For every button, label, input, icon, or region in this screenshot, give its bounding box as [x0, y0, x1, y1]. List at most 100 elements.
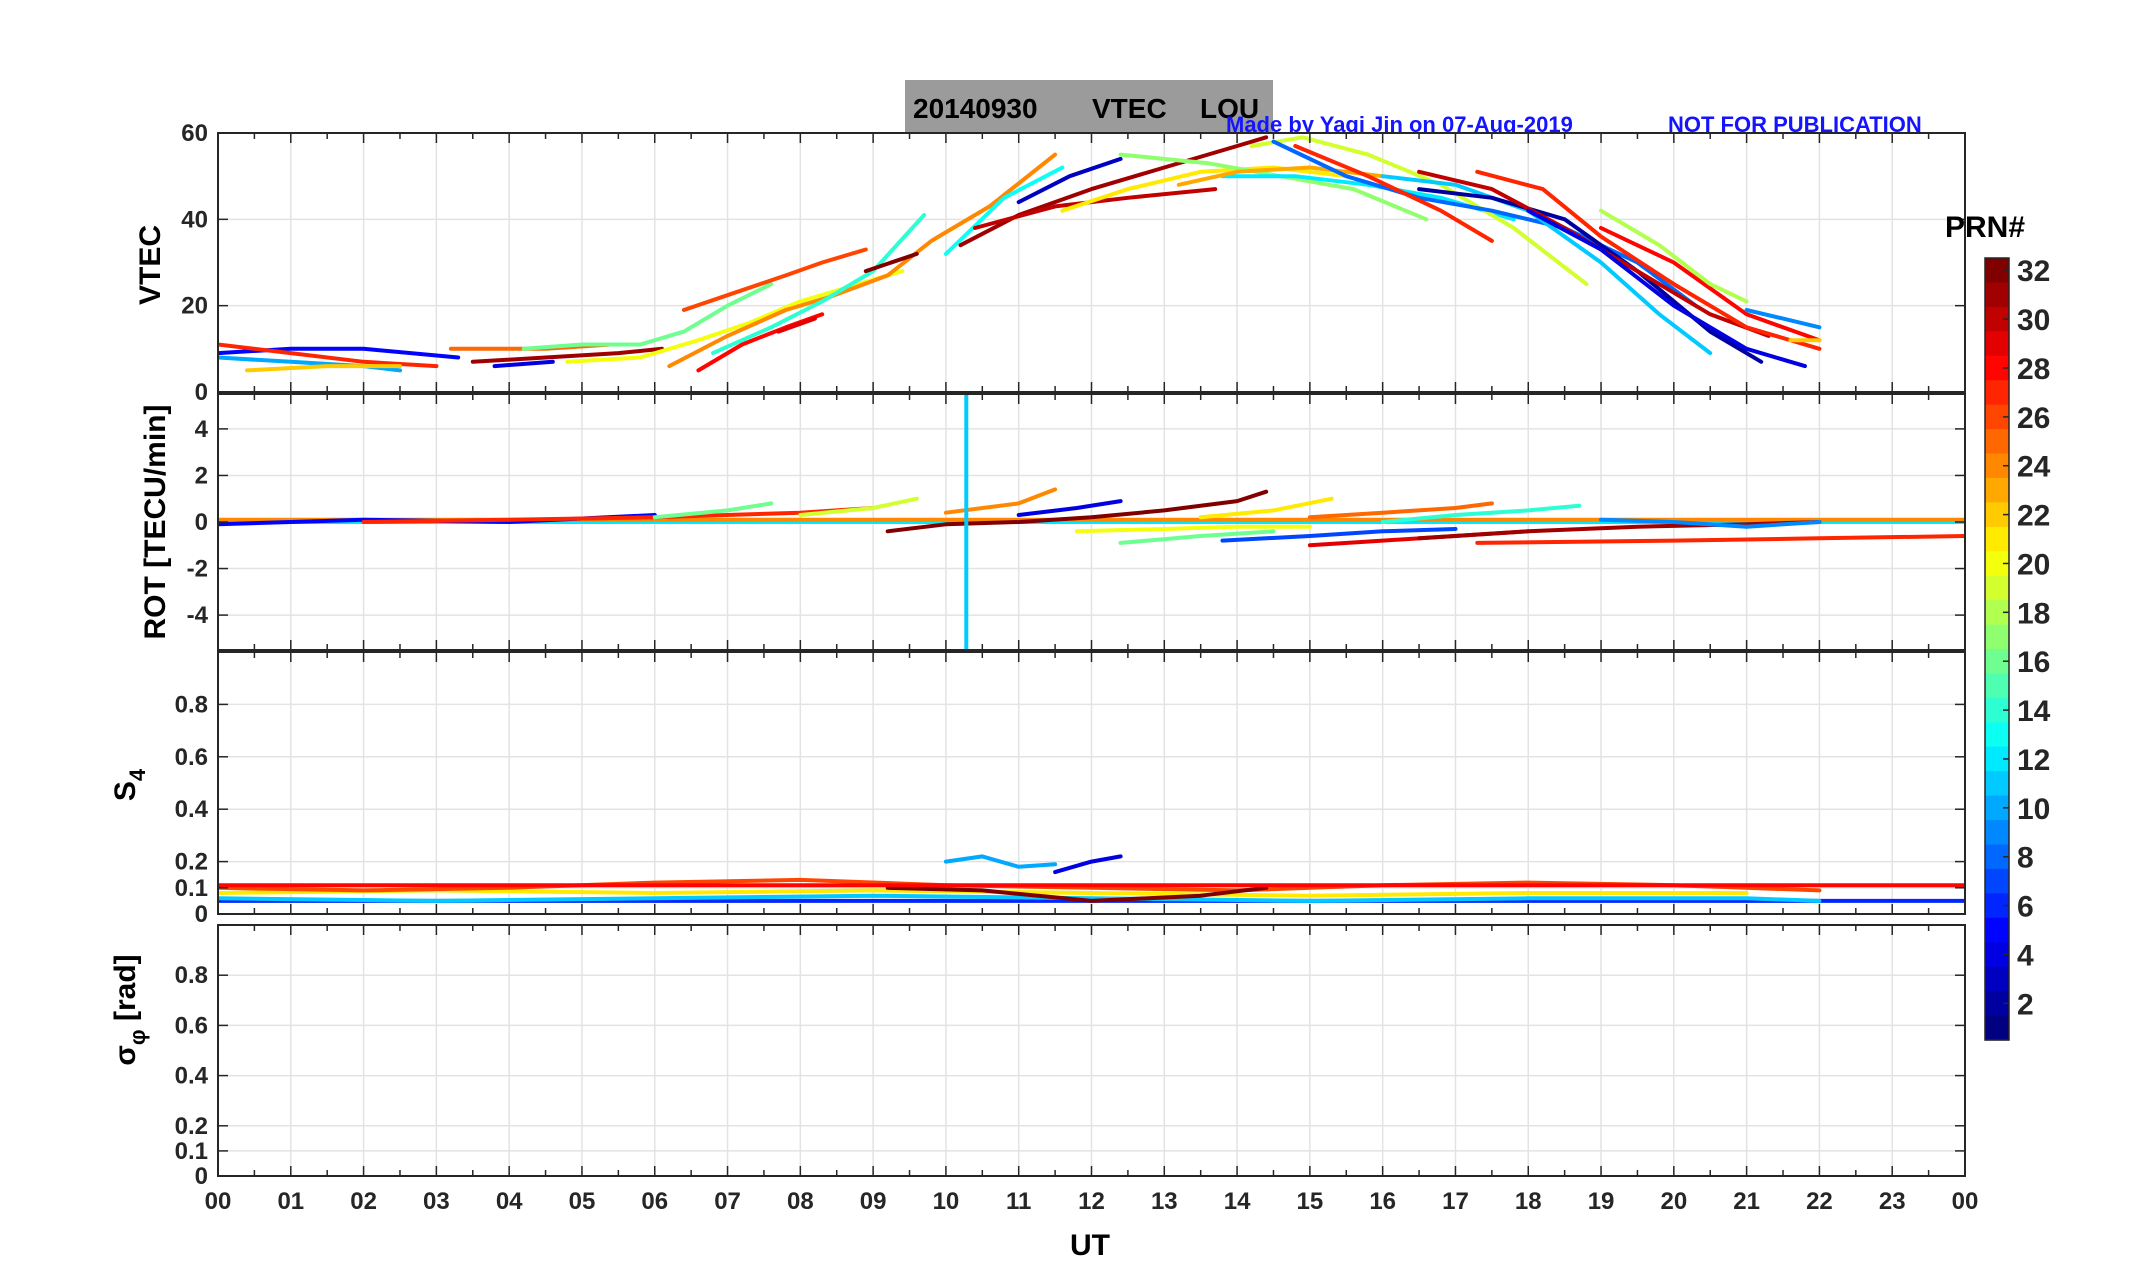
- colorbar-segment: [1985, 282, 2009, 308]
- y-tick-label: 0: [195, 1163, 208, 1190]
- series-line: [1220, 527, 1458, 543]
- series-line: [1475, 534, 1965, 545]
- series-line: [885, 885, 1269, 903]
- x-tick-label: 16: [1369, 1188, 1396, 1215]
- y-tick-label: 4: [195, 416, 209, 443]
- series-line: [1526, 208, 1807, 369]
- colorbar-frame: [1984, 257, 2010, 1041]
- s4-ylabel: S4: [109, 768, 150, 801]
- y-tick-label: 0.6: [175, 1012, 208, 1039]
- colorbar-tick-label: 14: [2017, 695, 2051, 728]
- x-tick-label: 18: [1515, 1188, 1542, 1215]
- series-group: [218, 854, 1965, 903]
- x-tick-label: 02: [350, 1188, 377, 1215]
- colorbar-segment: [1985, 673, 2009, 699]
- colorbar-segment: [1985, 575, 2009, 601]
- series-line: [1016, 499, 1123, 517]
- x-tick-label: 09: [860, 1188, 887, 1215]
- series-group: [218, 135, 1822, 373]
- y-tick-label: 0.4: [175, 1063, 209, 1090]
- series-line: [218, 346, 461, 360]
- x-tick-label: 05: [569, 1188, 596, 1215]
- x-tick-label: 21: [1733, 1188, 1760, 1215]
- colorbar-segment: [1985, 477, 2009, 503]
- vtec-panel: 0 20 40 60: [181, 120, 1966, 406]
- y-tick-label: 0.1: [175, 875, 208, 902]
- y-tick-label: -2: [187, 556, 208, 583]
- sigma-phi-panel: 00.10.2 0.4 0.6 0.8 00 01 02 03 04 05 06 07 08 09 10 11…: [175, 924, 1979, 1215]
- series-line: [245, 364, 402, 373]
- series-line: [521, 282, 774, 351]
- colorbar-segment: [1985, 771, 2009, 797]
- colorbar-segment: [1985, 380, 2009, 406]
- y-tick-label: 0.8: [175, 691, 208, 718]
- rot-panel: -4 -2 0 2 4: [187, 393, 1966, 651]
- series-line: [885, 489, 1269, 534]
- title-date: 20140930: [913, 93, 1038, 124]
- y-tick-label: 0: [195, 379, 208, 406]
- y-tick-label: 0: [195, 901, 208, 928]
- series-line: [1380, 174, 1713, 356]
- x-tick-label: 22: [1806, 1188, 1833, 1215]
- title-kind: VTEC: [1092, 93, 1167, 124]
- series-line: [1074, 524, 1312, 534]
- x-tick-label: 17: [1442, 1188, 1469, 1215]
- x-tick-label: 13: [1151, 1188, 1178, 1215]
- colorbar-segment: [1985, 966, 2009, 992]
- colorbar-tick-label: 28: [2017, 353, 2050, 386]
- series-group: [218, 394, 1965, 650]
- vtec-ylabel: VTEC: [134, 225, 167, 305]
- colorbar-title: PRN#: [1945, 211, 2025, 244]
- series-line: [1198, 496, 1334, 520]
- x-tick-label: 15: [1297, 1188, 1324, 1215]
- x-tick-label: 01: [277, 1188, 304, 1215]
- series-line: [667, 152, 1058, 369]
- colorbar-tick-label: 22: [2017, 500, 2050, 533]
- colorbar-tick-label: 10: [2017, 793, 2050, 826]
- colorbar-tick-label: 12: [2017, 744, 2050, 777]
- series-line: [863, 251, 919, 274]
- x-tick-label: 06: [641, 1188, 668, 1215]
- series-line: [1599, 517, 1822, 529]
- series-line: [711, 213, 927, 356]
- x-tick-label: 07: [714, 1188, 741, 1215]
- x-tick-label: 03: [423, 1188, 450, 1215]
- series-line: [1475, 169, 1822, 351]
- y-tick-label: 2: [195, 462, 208, 489]
- series-line: [218, 355, 402, 373]
- colorbar-segment: [1985, 624, 2009, 650]
- x-tick-label: 11: [1006, 1188, 1031, 1215]
- series-line: [1599, 208, 1749, 304]
- series-line: [1053, 854, 1123, 875]
- rot-ylabel: ROT [TECU/min]: [139, 405, 172, 640]
- y-tick-label: 0.8: [175, 962, 208, 989]
- series-line: [1744, 308, 1822, 330]
- series-line: [943, 854, 1058, 869]
- x-axis-label: UT: [1070, 1229, 1110, 1262]
- colorbar-tick-label: 26: [2017, 402, 2050, 435]
- colorbar-segment: [1985, 722, 2009, 748]
- s4-panel: 00.10.2 0.4 0.6 0.8: [175, 651, 1966, 928]
- x-tick-label: 20: [1660, 1188, 1687, 1215]
- series-line: [1249, 135, 1589, 287]
- series-line: [218, 893, 1822, 903]
- colorbar-tick-label: 2: [2017, 988, 2034, 1021]
- series-line: [492, 359, 555, 369]
- y-tick-label: 0.2: [175, 849, 208, 876]
- colorbar-tick-label: 24: [2017, 451, 2051, 484]
- series-line: [1060, 165, 1349, 213]
- colorbar-segment: [1985, 331, 2009, 357]
- y-tick-label: 0: [195, 509, 208, 536]
- colorbar-tick-label: 18: [2017, 597, 2050, 630]
- series-line: [1380, 503, 1582, 524]
- colorbar-tick-label: 6: [2017, 891, 2034, 924]
- title-box: [905, 80, 1273, 132]
- x-tick-label: 00: [205, 1188, 232, 1215]
- x-tick-label: 00: [1952, 1188, 1979, 1215]
- series-line: [1599, 226, 1822, 343]
- colorbar-tick-label: 8: [2017, 842, 2034, 875]
- y-tick-label: -4: [187, 602, 209, 629]
- series-line: [1293, 144, 1494, 243]
- series-line: [943, 487, 1058, 515]
